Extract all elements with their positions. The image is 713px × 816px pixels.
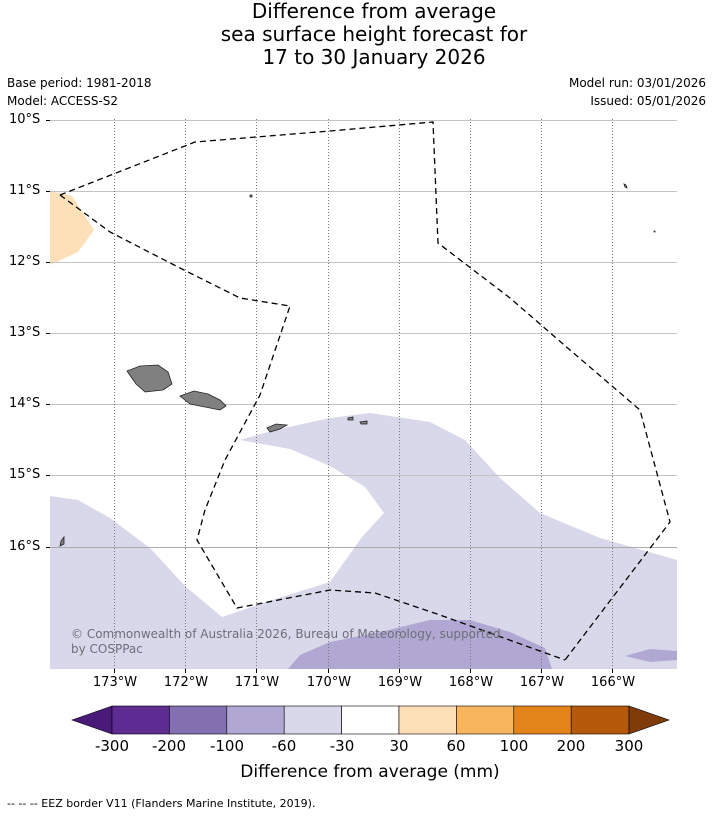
lon-label: 170°W	[306, 675, 352, 690]
lat-label: 11°S	[9, 183, 41, 198]
colorbar-bin-4	[283, 705, 342, 735]
island-small-east	[653, 230, 656, 233]
lon-label: 173°W	[92, 675, 138, 690]
colorbar-bin-2	[169, 705, 228, 735]
lat-label: 13°S	[9, 325, 41, 340]
colorbar-tick: 300	[614, 737, 644, 755]
model-name: Model: ACCESS-S2	[7, 94, 119, 108]
colorbar-tick: -100	[209, 737, 245, 755]
island-tokelau	[623, 183, 628, 189]
lon-label: 168°W	[448, 675, 494, 690]
colorbar-tick: -300	[94, 737, 130, 755]
anomaly-region-mid-purple	[288, 620, 552, 669]
meta-left: Base period: 1981-2018 Model: ACCESS-S2	[7, 74, 152, 110]
colorbar-bin-7	[456, 705, 515, 735]
anomaly-region-light-purple	[50, 413, 677, 669]
islands	[59, 183, 656, 547]
colorbar-tick: 60	[446, 737, 466, 755]
lon-label: 169°W	[377, 675, 423, 690]
title-line-2: sea surface height forecast for	[220, 22, 528, 46]
issued-date: Issued: 05/01/2026	[590, 94, 706, 108]
colorbar-tick: -60	[271, 737, 297, 755]
colorbar-max-extend	[628, 705, 670, 735]
lat-label: 15°S	[9, 467, 41, 482]
colorbar-bin-9	[570, 705, 630, 735]
lat-label: 10°S	[9, 112, 41, 127]
lat-label: 16°S	[9, 539, 41, 554]
island-tutuila	[266, 423, 289, 433]
lat-label: 12°S	[9, 254, 41, 269]
eez-border-american-samoa	[59, 194, 566, 661]
model-run: Model run: 03/01/2026	[568, 76, 706, 90]
title-line-1: Difference from average	[251, 0, 497, 23]
colorbar-bin-6	[398, 705, 457, 735]
meta-right: Model run: 03/01/2026 Issued: 05/01/2026	[569, 74, 706, 110]
colorbar-tick: -30	[329, 737, 355, 755]
eez-borders	[59, 121, 671, 661]
colorbar-tick: 100	[499, 737, 529, 755]
colorbar-tick: 30	[389, 737, 409, 755]
lon-label: 172°W	[163, 675, 209, 690]
colorbar-min-extend	[71, 705, 113, 735]
colorbar-bin-5	[341, 705, 400, 735]
island-tau	[359, 420, 368, 425]
island-small-south	[59, 535, 65, 547]
title-line-3: 17 to 30 January 2026	[262, 45, 486, 69]
lat-gridlines	[50, 120, 677, 548]
eez-legend: -- -- -- EEZ border V11 (Flanders Marine…	[7, 797, 316, 810]
colorbar-bin-3	[226, 705, 285, 735]
colorbar	[71, 705, 670, 735]
anomaly-region-orange	[50, 191, 94, 265]
colorbar-title: Difference from average (mm)	[240, 762, 500, 782]
lat-ticks	[46, 120, 50, 548]
lon-label: 166°W	[590, 675, 636, 690]
chart-title: Difference from average sea surface heig…	[0, 0, 713, 69]
base-period: Base period: 1981-2018	[7, 76, 152, 90]
lon-ticks	[114, 669, 613, 673]
island-ofu	[347, 416, 354, 421]
island-upolu	[179, 390, 227, 411]
colorbar-bin-8	[513, 705, 572, 735]
colorbar-bin-1	[111, 705, 170, 735]
anomaly-patch-east	[625, 649, 677, 662]
lon-label: 171°W	[234, 675, 280, 690]
lat-label: 14°S	[9, 396, 41, 411]
copyright-notice: © Commonwealth of Australia 2026, Bureau…	[71, 627, 501, 656]
colorbar-tick: -200	[151, 737, 187, 755]
lon-label: 167°W	[519, 675, 565, 690]
island-savaii	[126, 364, 173, 393]
eez-border-samoa-west	[59, 121, 671, 661]
colorbar-tick: 200	[556, 737, 586, 755]
island-swains	[249, 194, 253, 198]
